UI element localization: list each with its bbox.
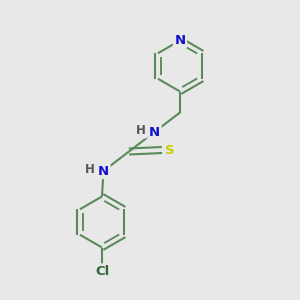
Text: N: N bbox=[174, 34, 186, 47]
Text: S: S bbox=[165, 143, 174, 157]
Text: H: H bbox=[85, 163, 95, 176]
Text: Cl: Cl bbox=[95, 265, 109, 278]
Text: H: H bbox=[136, 124, 146, 137]
Text: N: N bbox=[98, 164, 109, 178]
Text: N: N bbox=[149, 125, 160, 139]
